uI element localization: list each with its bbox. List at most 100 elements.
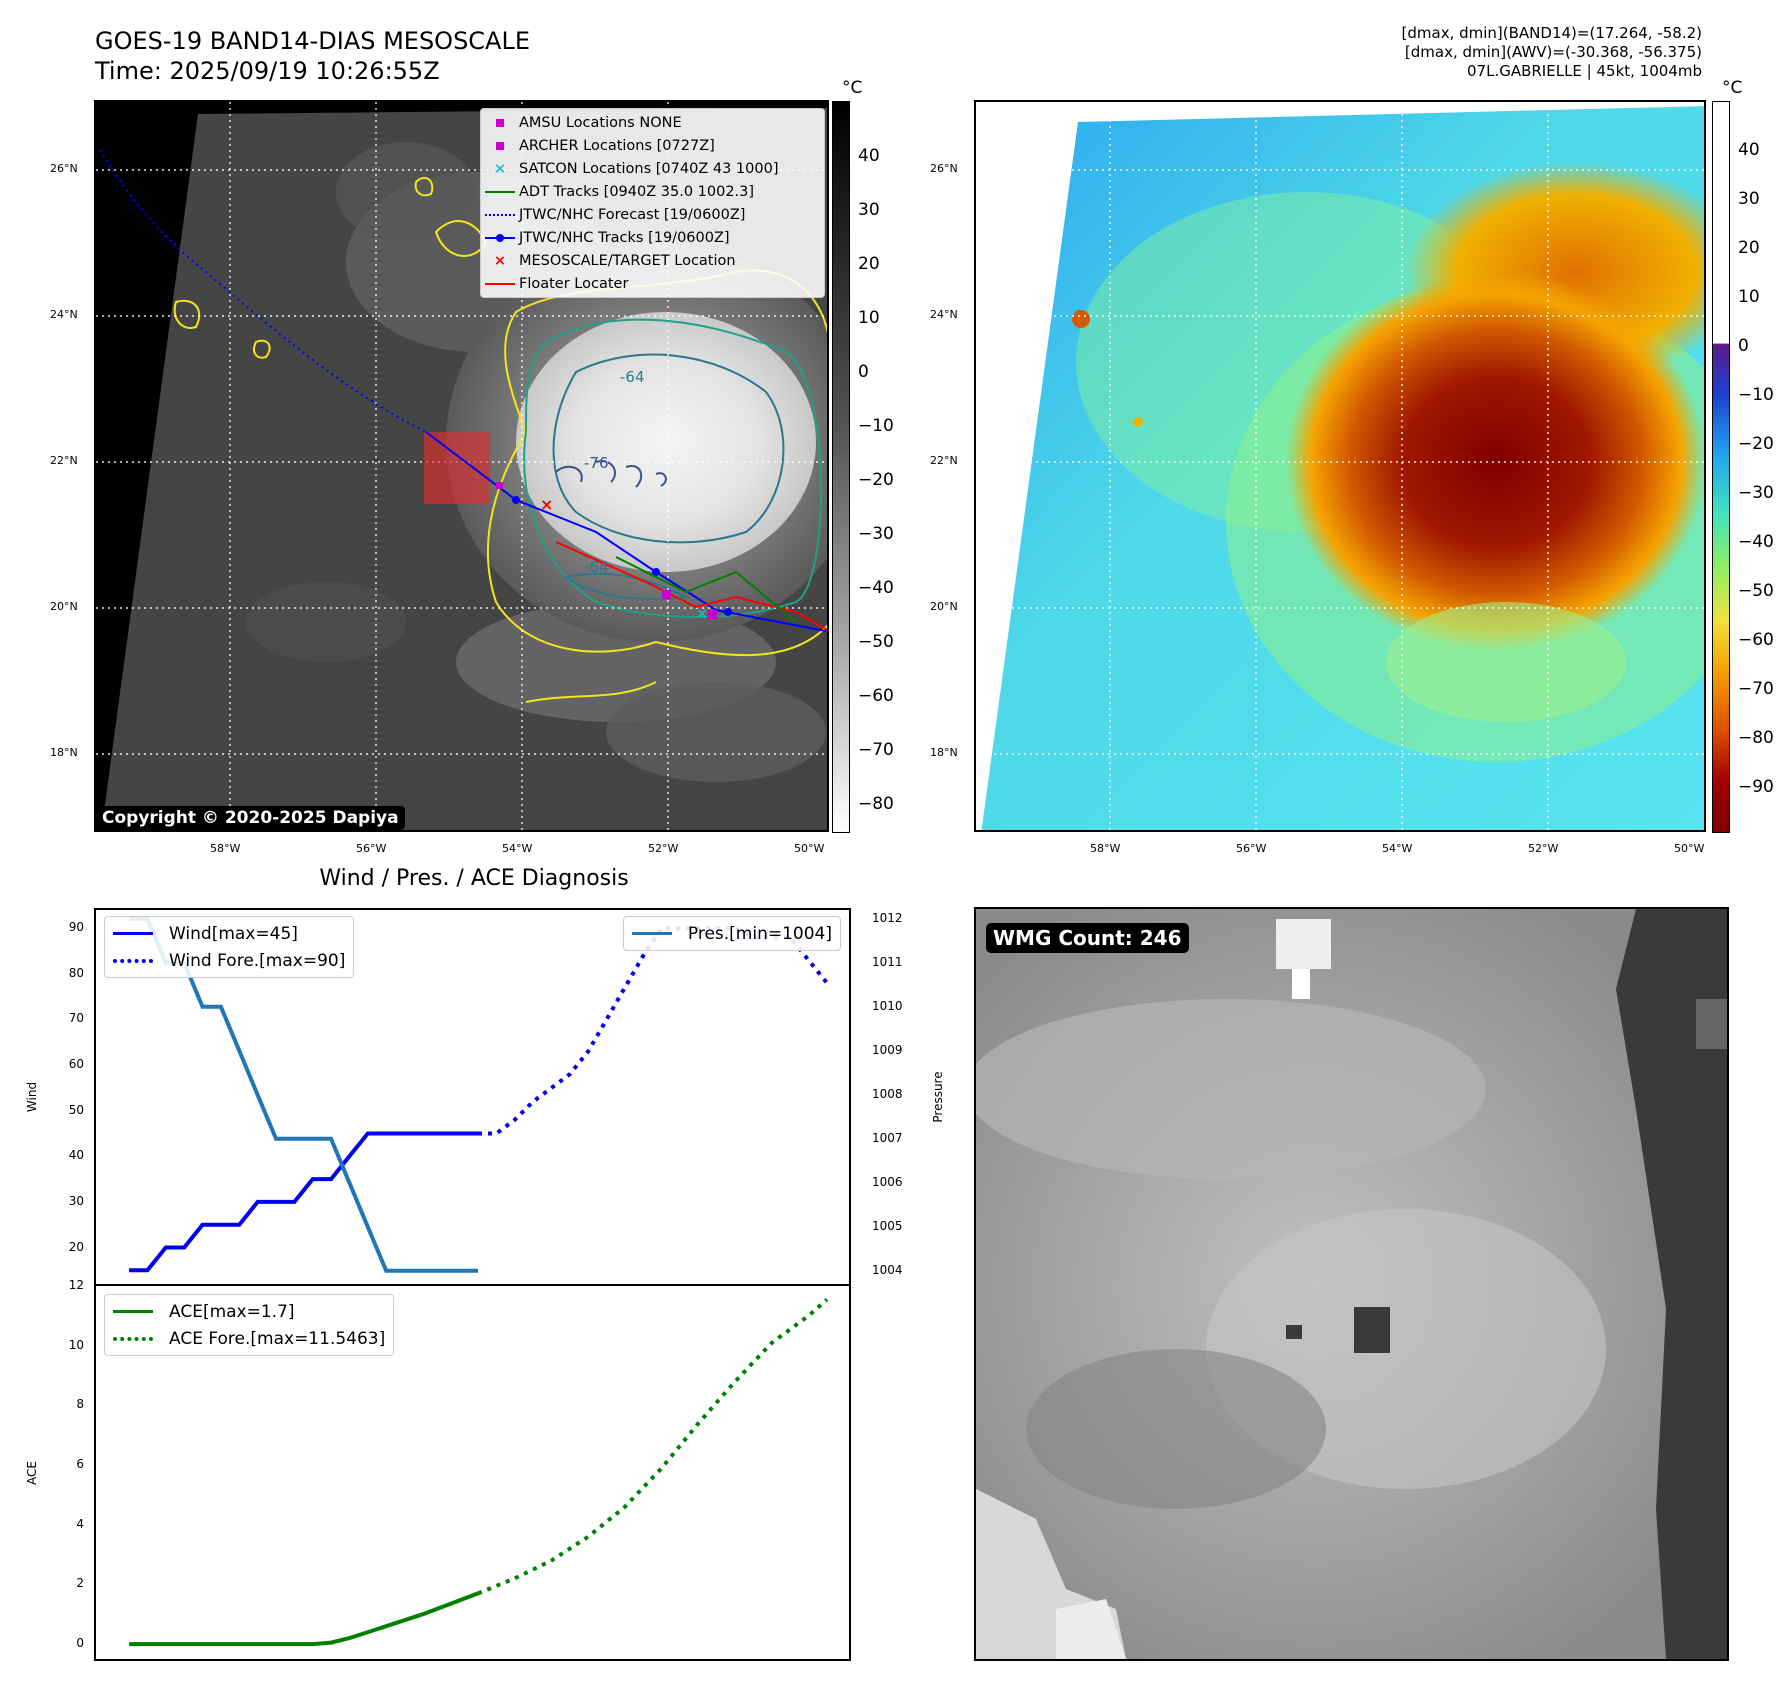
wind-pressure-panel: Wind[max=45] Wind Fore.[max=90] Pres.[mi…	[94, 908, 851, 1286]
contour-label-1: -64	[620, 368, 645, 386]
awv-cbar-tick: −60	[1738, 630, 1774, 650]
figure-time: Time: 2025/09/19 10:26:55Z	[95, 57, 440, 85]
line-dot-icon	[485, 233, 515, 242]
legend-item-floater: Floater Locater	[481, 272, 824, 295]
pres-tick-label: 1010	[872, 998, 903, 1013]
legend-item-amsu: AMSU Locations NONE	[481, 111, 824, 134]
ace-tick-label: 10	[68, 1337, 84, 1352]
series-line-wind-max-45-	[129, 1131, 478, 1273]
awv-cbar-tick: −50	[1738, 581, 1774, 601]
awv-cbar-tick: 40	[1738, 140, 1760, 160]
ir-cbar-tick: 20	[858, 254, 880, 274]
svg-text:×: ×	[696, 606, 708, 622]
ir-cbar-tick: −50	[858, 632, 894, 652]
info-band14: [dmax, dmin](BAND14)=(17.264, -58.2)	[1401, 24, 1702, 42]
ir-lon-label: 54°W	[502, 842, 533, 855]
contour-label-2: -76	[584, 454, 609, 472]
ir-cbar-tick: −70	[858, 740, 894, 760]
wind-tick-label: 30	[68, 1193, 84, 1208]
legend-item-wind-fore: Wind Fore.[max=90]	[113, 947, 345, 974]
wind-legend: Wind[max=45] Wind Fore.[max=90]	[104, 916, 355, 978]
awv-cbar-tick: −30	[1738, 483, 1774, 503]
awv-lat-label: 24°N	[930, 308, 958, 321]
legend-item-ace: ACE[max=1.7]	[113, 1298, 385, 1325]
wind-tick-label: 40	[68, 1148, 84, 1163]
ir-colorbar-unit: °C	[842, 78, 863, 98]
info-storm: 07L.GABRIELLE | 45kt, 1004mb	[1467, 62, 1702, 80]
awv-cbar-tick: 30	[1738, 189, 1760, 209]
wind-tick-label: 80	[68, 965, 84, 980]
awv-lat-label: 22°N	[930, 454, 958, 467]
line-marker-icon	[485, 282, 515, 285]
dotted-line-icon	[113, 1336, 153, 1341]
wmg-panel: WMG Count: 246	[974, 907, 1729, 1661]
dotted-line-icon	[485, 213, 515, 216]
dotted-line-icon	[113, 958, 153, 963]
ir-cbar-tick: −10	[858, 416, 894, 436]
wind-tick-label: 90	[68, 920, 84, 935]
pressure-axis-label: Pressure	[931, 1071, 945, 1123]
ir-cbar-tick: 0	[858, 362, 869, 382]
ir-cbar-tick: −30	[858, 524, 894, 544]
ir-lat-label: 18°N	[50, 746, 78, 759]
awv-cbar-tick: −40	[1738, 532, 1774, 552]
contour-label-3: -64	[584, 558, 609, 576]
figure-title: GOES-19 BAND14-DIAS MESOSCALE	[95, 27, 531, 55]
info-block: [dmax, dmin](BAND14)=(17.264, -58.2) [dm…	[1402, 24, 1702, 81]
awv-map	[974, 100, 1706, 832]
ir-cbar-tick: −80	[858, 794, 894, 814]
ir-map: × × -64 -76 -64 AMSU Locations NONE ARCH…	[94, 100, 829, 832]
legend-item-target: × MESOSCALE/TARGET Location	[481, 249, 824, 272]
diagnosis-title: Wind / Pres. / ACE Diagnosis	[319, 866, 629, 891]
awv-lat-label: 18°N	[930, 746, 958, 759]
ir-lon-label: 58°W	[210, 842, 241, 855]
pres-tick-label: 1009	[872, 1042, 903, 1057]
awv-cbar-tick: −20	[1738, 434, 1774, 454]
info-awv: [dmax, dmin](AWV)=(-30.368, -56.375)	[1404, 43, 1702, 61]
awv-cbar-tick: 20	[1738, 238, 1760, 258]
line-marker-icon	[113, 1310, 153, 1313]
x-marker-icon: ×	[493, 160, 507, 177]
square-marker-icon	[496, 118, 504, 127]
ace-tick-label: 6	[76, 1457, 84, 1472]
x-marker-icon: ×	[493, 252, 507, 269]
ace-tick-label: 12	[68, 1278, 84, 1292]
wind-tick-label: 20	[68, 1239, 84, 1254]
pres-tick-label: 1005	[872, 1218, 903, 1233]
awv-cbar-tick: 0	[1738, 336, 1749, 356]
copyright-badge: Copyright © 2020-2025 Dapiya	[96, 806, 405, 830]
ir-lat-label: 24°N	[50, 308, 78, 321]
line-marker-icon	[485, 190, 515, 193]
awv-cbar-tick: −10	[1738, 385, 1774, 405]
awv-lon-label: 50°W	[1674, 842, 1705, 855]
awv-lon-label: 58°W	[1090, 842, 1121, 855]
awv-lon-label: 56°W	[1236, 842, 1267, 855]
awv-lat-label: 26°N	[930, 162, 958, 175]
legend-item-satcon: × SATCON Locations [0740Z 43 1000]	[481, 157, 824, 180]
awv-cbar-tick: 10	[1738, 287, 1760, 307]
ace-axis-label: ACE	[25, 1461, 39, 1485]
wmg-image	[976, 909, 1727, 1659]
awv-lon-label: 54°W	[1382, 842, 1413, 855]
wmg-count-badge: WMG Count: 246	[986, 923, 1189, 953]
ir-lon-label: 50°W	[794, 842, 825, 855]
wind-tick-label: 60	[68, 1057, 84, 1072]
ir-legend: AMSU Locations NONE ARCHER Locations [07…	[480, 108, 825, 298]
line-marker-icon	[631, 932, 672, 935]
legend-item-tracks: JTWC/NHC Tracks [19/0600Z]	[481, 226, 824, 249]
pres-tick-label: 1012	[872, 910, 903, 925]
pres-tick-label: 1004	[872, 1262, 903, 1277]
wind-tick-label: 70	[68, 1011, 84, 1026]
ir-colorbar	[832, 101, 850, 833]
ir-lat-label: 20°N	[50, 600, 78, 613]
wind-tick-label: 50	[68, 1102, 84, 1117]
ir-lat-label: 26°N	[50, 162, 78, 175]
ir-lat-label: 22°N	[50, 454, 78, 467]
ace-panel: ACE[max=1.7] ACE Fore.[max=11.5463]	[94, 1284, 851, 1661]
wind-axis-label: Wind	[25, 1081, 39, 1113]
legend-item-ace-fore: ACE Fore.[max=11.5463]	[113, 1325, 385, 1352]
legend-item-wind: Wind[max=45]	[113, 920, 345, 947]
ir-cbar-tick: 10	[858, 308, 880, 328]
ir-cbar-tick: −40	[858, 578, 894, 598]
ir-lon-label: 56°W	[356, 842, 387, 855]
